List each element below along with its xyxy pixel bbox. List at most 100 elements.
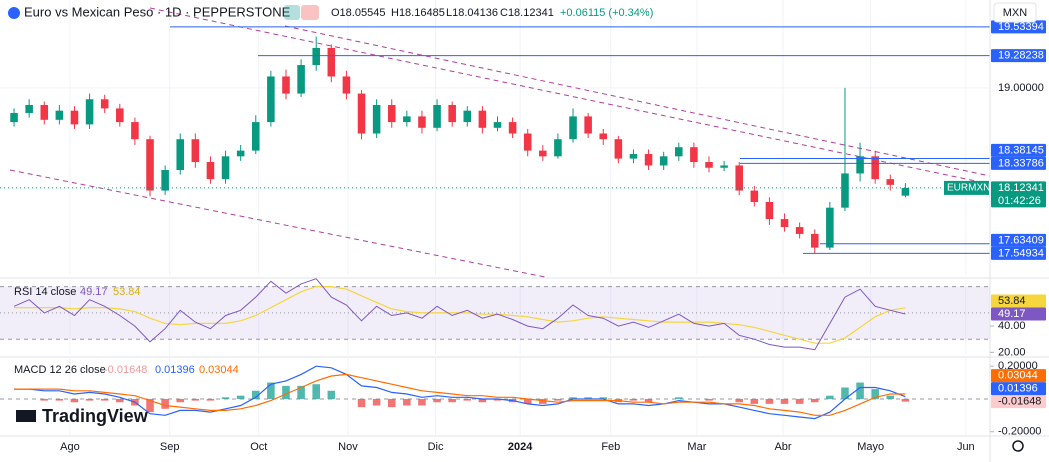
price-label: 0.01396	[998, 383, 1038, 395]
symbol-title: Euro vs Mexican Peso · 1D · PEPPERSTONE	[24, 4, 291, 19]
histogram-bar	[856, 382, 864, 399]
y-tick-label: 20.00	[998, 346, 1026, 358]
brand-name: TradingView	[42, 406, 149, 426]
candle-body	[901, 187, 910, 196]
price-label-box	[991, 49, 1046, 63]
candle-body	[70, 110, 79, 125]
price-label: 18.12341	[998, 182, 1044, 194]
rsi-title: RSI 14 close	[14, 286, 76, 298]
candle-body	[418, 116, 426, 128]
toggle-icon[interactable]	[301, 5, 319, 20]
symbol-label: EURMXN	[947, 183, 990, 194]
price-label-box	[991, 369, 1046, 383]
ohlc-open: O18.05545	[331, 7, 385, 19]
histogram-bar	[448, 398, 456, 403]
candle-body	[826, 207, 834, 248]
currency-button[interactable]	[993, 2, 1037, 23]
signal-legend-value: 0.03044	[199, 364, 239, 376]
candle-body	[282, 76, 290, 94]
candle-body	[55, 110, 64, 120]
candle-body	[342, 76, 351, 94]
histogram-bar	[493, 398, 502, 401]
histogram-bar	[871, 389, 879, 399]
price-label: 18.33786	[998, 157, 1044, 169]
candle-body	[493, 122, 502, 128]
candle-body	[251, 122, 260, 151]
histogram-bar	[478, 398, 487, 403]
histogram-bar	[901, 398, 910, 402]
candle-body	[675, 147, 683, 157]
histogram-bar	[327, 390, 336, 399]
candle-body	[176, 139, 185, 171]
channel-line	[149, 7, 991, 185]
histogram-bar	[886, 395, 895, 399]
y-tick-label: 0.20000	[998, 360, 1038, 372]
y-tick-label: -0.20000	[998, 426, 1041, 438]
histogram-bar	[463, 398, 472, 401]
macd-title: MACD 12 26 close	[14, 364, 106, 376]
histogram-bar	[584, 397, 592, 399]
price-label-box	[991, 181, 1046, 208]
histogram-bar	[599, 397, 608, 399]
rsi-ma-legend-value: 53.84	[113, 286, 141, 298]
candle-body	[765, 201, 774, 220]
x-tick-label: Ago	[60, 441, 80, 453]
toggle-icon[interactable]	[284, 5, 300, 20]
histogram-bar	[675, 397, 683, 399]
y-tick-label: 19.00000	[998, 82, 1044, 94]
histogram-bar	[569, 397, 577, 399]
histogram-bar	[523, 398, 532, 404]
candle-body	[206, 162, 215, 180]
candle-body	[539, 150, 547, 157]
candle-body	[191, 139, 200, 163]
candle-body	[161, 170, 169, 191]
price-label: 17.63409	[998, 234, 1044, 246]
histogram-bar	[206, 398, 215, 401]
histogram-bar	[433, 398, 441, 403]
histogram-bar	[282, 385, 290, 399]
candle-body	[554, 139, 562, 157]
histogram-bar	[297, 385, 305, 399]
ohlc-change: +0.06115 (+0.34%)	[560, 7, 653, 19]
candle-body	[267, 76, 275, 123]
histogram-bar	[705, 398, 713, 401]
candle-body	[10, 112, 18, 123]
candle-body	[690, 147, 698, 163]
histogram-bar	[826, 395, 834, 399]
price-label-box	[991, 20, 1046, 34]
histogram-bar	[55, 398, 64, 401]
price-label-box	[991, 246, 1046, 260]
indicator-line	[14, 365, 906, 420]
candle-body	[387, 104, 396, 123]
histogram-bar	[85, 398, 94, 401]
histogram-bar	[735, 398, 743, 403]
candle-body	[357, 93, 366, 134]
histogram-bar	[644, 398, 653, 403]
histogram-bar	[176, 398, 185, 403]
plot-layer: EURMXN	[0, 26, 990, 420]
macd-legend-value: 0.01396	[155, 364, 195, 376]
candle-body	[705, 162, 713, 168]
histogram-bar	[554, 398, 562, 401]
price-label: 19.28238	[998, 50, 1044, 62]
candle-body	[236, 150, 245, 157]
price-label-box	[991, 294, 1046, 308]
currency-label[interactable]: MXN	[1003, 7, 1028, 19]
x-tick-label: Oct	[250, 441, 267, 453]
histogram-bar	[267, 382, 275, 399]
price-label: 17.54934	[998, 247, 1044, 259]
candle-body	[629, 154, 638, 159]
histogram-bar	[221, 397, 230, 399]
candle-body	[795, 227, 804, 234]
trend-channel	[9, 7, 991, 278]
channel-line	[284, 25, 991, 177]
histogram-bar	[810, 398, 819, 403]
settings-icon[interactable]	[1012, 440, 1024, 452]
histogram-bar	[780, 398, 789, 404]
price-label-box	[991, 395, 1046, 409]
x-tick-label: Sep	[160, 441, 180, 453]
candle-body	[327, 47, 336, 77]
indicator-line	[13, 278, 906, 351]
